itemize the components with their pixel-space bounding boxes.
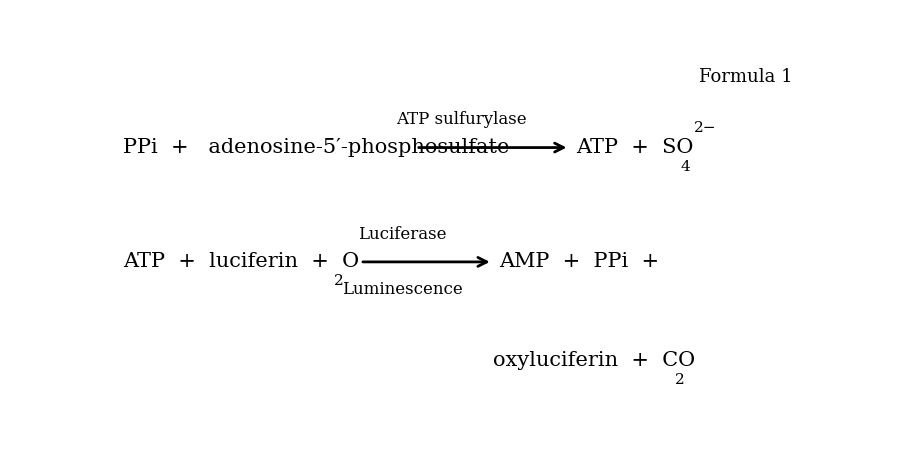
Text: ATP  +  SO: ATP + SO (576, 138, 694, 157)
Text: Luciferase: Luciferase (357, 226, 446, 243)
Text: AMP  +  PPi  +: AMP + PPi + (500, 252, 660, 271)
Text: PPi  +   adenosine-5′-phosphosulfate: PPi + adenosine-5′-phosphosulfate (123, 138, 509, 157)
Text: 2−: 2− (694, 122, 716, 135)
Text: oxyluciferin  +  CO: oxyluciferin + CO (492, 351, 695, 370)
Text: 2: 2 (334, 274, 344, 288)
Text: 4: 4 (681, 160, 690, 174)
Text: ATP  +  luciferin  +  O: ATP + luciferin + O (123, 252, 359, 271)
Text: 2: 2 (675, 373, 684, 387)
Text: Formula 1: Formula 1 (699, 68, 793, 86)
Text: Luminescence: Luminescence (342, 281, 463, 298)
Text: ATP sulfurylase: ATP sulfurylase (396, 112, 526, 129)
